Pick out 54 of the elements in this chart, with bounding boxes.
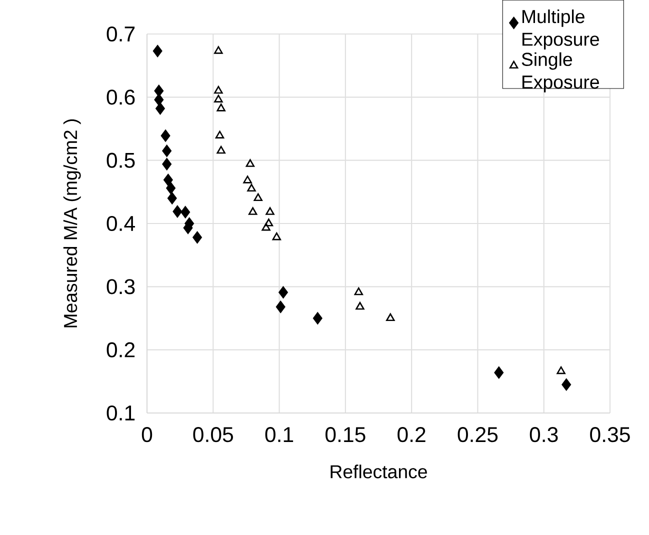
x-axis-title: Reflectance <box>330 464 427 478</box>
point <box>180 206 190 218</box>
point <box>262 222 270 231</box>
x-tick-label: 0.3 <box>530 427 558 442</box>
point <box>214 94 223 102</box>
legend-label: Multiple Exposure <box>522 9 599 50</box>
point <box>214 46 223 54</box>
point <box>155 102 165 115</box>
point <box>243 176 252 184</box>
point <box>163 174 173 186</box>
point <box>556 366 566 374</box>
x-tick-label: 0.25 <box>458 427 498 442</box>
point <box>172 205 182 218</box>
point <box>354 287 364 296</box>
point <box>167 192 177 204</box>
point <box>254 193 262 202</box>
point <box>216 104 226 112</box>
y-tick-label: 0.2 <box>106 342 135 358</box>
point <box>192 231 202 244</box>
x-tick-label: 0 <box>142 427 152 442</box>
x-tick-label: 0.1 <box>265 427 294 442</box>
point <box>494 366 504 379</box>
y-tick-label: 0.4 <box>106 216 135 232</box>
y-tick-label: 0.5 <box>106 152 135 168</box>
point <box>216 146 226 154</box>
point <box>248 207 258 215</box>
point <box>386 313 395 322</box>
point <box>160 129 170 142</box>
x-tick-label: 0.15 <box>326 427 366 442</box>
point <box>166 182 176 194</box>
y-tick-label: 0.7 <box>106 26 135 42</box>
point <box>276 300 286 314</box>
point <box>562 378 572 391</box>
point <box>247 184 256 192</box>
point <box>162 158 172 170</box>
point <box>215 130 224 139</box>
point <box>266 207 274 215</box>
point <box>356 302 364 310</box>
point <box>272 232 282 240</box>
point <box>152 44 162 58</box>
y-tick-label: 0.6 <box>106 90 135 105</box>
point <box>246 159 255 167</box>
point <box>214 86 223 94</box>
y-tick-label: 0.1 <box>106 405 135 421</box>
y-axis-title: Measured M/A (mg/cm2 ) <box>63 119 81 328</box>
point <box>278 286 288 299</box>
point <box>162 144 172 158</box>
x-tick-label: 0.05 <box>193 427 233 442</box>
x-tick-label: 0.2 <box>398 427 426 442</box>
x-tick-label: 0.35 <box>590 427 630 442</box>
y-tick-label: 0.3 <box>106 279 135 294</box>
legend-label: Single Exposure <box>522 52 599 92</box>
point <box>264 218 274 226</box>
point <box>312 312 322 325</box>
